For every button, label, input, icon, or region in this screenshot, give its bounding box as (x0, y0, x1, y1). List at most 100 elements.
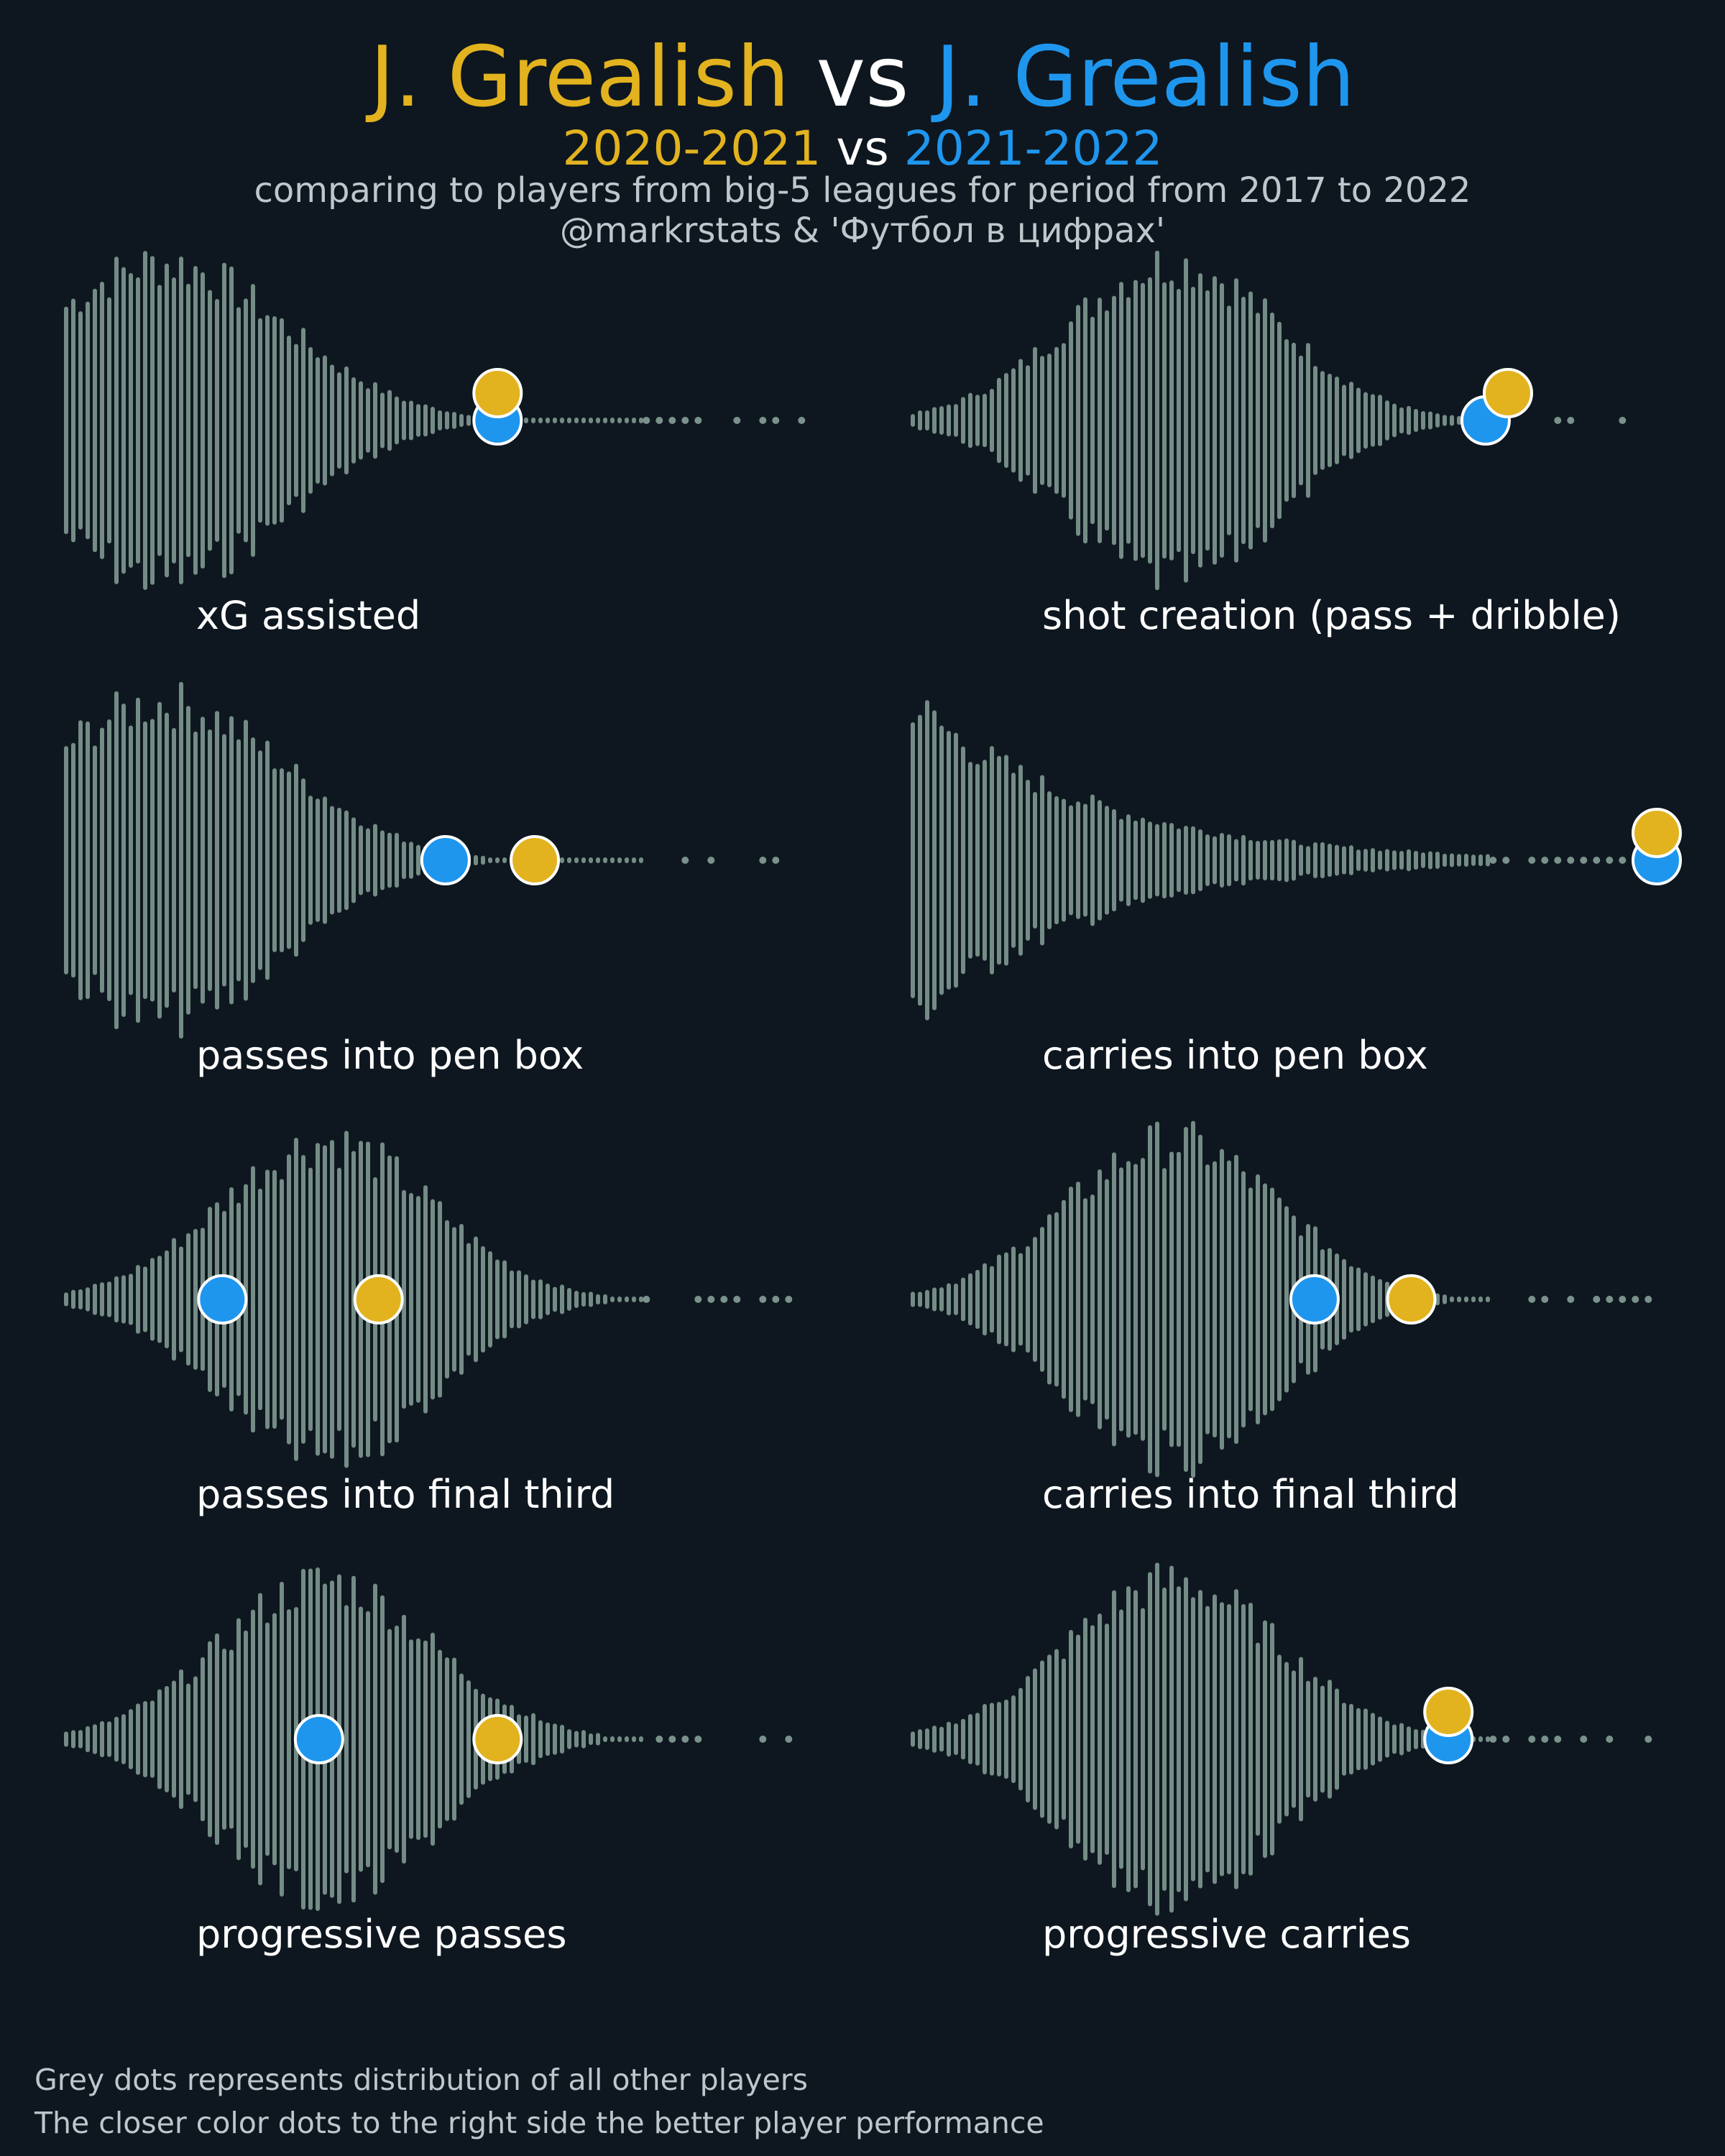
distribution-column (193, 731, 198, 990)
distribution-column (954, 1284, 958, 1315)
distribution-column (1478, 1736, 1483, 1742)
distribution-column (201, 272, 205, 569)
distribution-column (208, 729, 212, 991)
distribution-column (308, 347, 313, 494)
distribution-column (1112, 295, 1116, 545)
distribution-dot (1619, 417, 1627, 424)
distribution-column (121, 1714, 126, 1764)
distribution-column (1335, 1688, 1339, 1790)
distribution-column (1457, 415, 1461, 425)
distribution-column (625, 418, 629, 423)
distribution-column (172, 1238, 176, 1361)
distribution-column (387, 1628, 392, 1850)
distribution-column (165, 263, 169, 578)
distribution-column (1234, 278, 1238, 563)
distribution-column (71, 742, 75, 978)
panel-label: progressive passes (196, 1912, 566, 1957)
distribution-column (1069, 1630, 1073, 1848)
distribution-column (280, 1582, 284, 1897)
distribution-column (186, 1233, 190, 1366)
distribution-column (968, 762, 972, 959)
distribution-column (911, 722, 915, 999)
distribution-column (531, 1279, 535, 1319)
distribution-column (1191, 286, 1195, 555)
distribution-column (990, 389, 994, 452)
distribution-dot (1528, 1296, 1536, 1303)
distribution-column (961, 746, 965, 975)
distribution-column (925, 1289, 929, 1309)
distribution-column (229, 716, 234, 1005)
distribution-column (179, 1669, 183, 1810)
distribution-column (1184, 825, 1188, 895)
distribution-dot (1567, 1296, 1575, 1303)
distribution-column (1349, 382, 1353, 459)
distribution-column (129, 273, 133, 568)
distribution-column (1313, 366, 1317, 475)
distribution-column (373, 1583, 377, 1895)
distribution-column (567, 1288, 571, 1311)
distribution-dot (681, 1736, 689, 1743)
distribution-dot (1567, 417, 1575, 424)
distribution-column (954, 404, 958, 437)
distribution-column (78, 311, 83, 530)
distribution-dot (1528, 1736, 1536, 1743)
distribution-column (954, 732, 958, 988)
distribution-column (402, 1189, 406, 1409)
subtitle: comparing to players from big-5 leagues … (254, 170, 1471, 211)
season2-dot (1289, 1274, 1340, 1325)
distribution-column (1320, 371, 1325, 470)
distribution-column (632, 418, 636, 423)
distribution-column (402, 841, 406, 880)
distribution-column (1141, 817, 1145, 903)
distribution-column (617, 418, 622, 423)
distribution-column (1054, 1649, 1059, 1830)
distribution-column (1248, 839, 1253, 881)
distribution-column (524, 1715, 528, 1763)
distribution-column (1098, 1169, 1102, 1429)
distribution-column (1220, 1602, 1224, 1876)
distribution-column (1062, 343, 1066, 498)
distribution-dot (643, 417, 650, 424)
distribution-column (1414, 408, 1418, 433)
distribution-column (1457, 1296, 1461, 1302)
distribution-column (1392, 1724, 1397, 1754)
distribution-column (617, 857, 622, 863)
distribution-column (524, 418, 528, 423)
panel-label: progressive carries (1042, 1912, 1411, 1957)
distribution-column (1363, 849, 1368, 872)
distribution-column (114, 1276, 119, 1323)
distribution-column (373, 824, 377, 897)
distribution-column (997, 1702, 1001, 1777)
distribution-column (1191, 1597, 1195, 1881)
season2-dot (197, 1274, 248, 1325)
distribution-column (495, 1259, 500, 1340)
distribution-column (459, 1223, 464, 1376)
distribution-column (625, 1296, 629, 1302)
distribution-column (1356, 1267, 1361, 1332)
distribution-column (911, 1291, 915, 1307)
distribution-column (236, 307, 241, 534)
distribution-column (1270, 1623, 1274, 1856)
distribution-column (1328, 1680, 1332, 1799)
distribution-column (416, 1196, 420, 1403)
distribution-dot (1632, 1296, 1639, 1303)
distribution-column (632, 1736, 636, 1742)
distribution-column (1198, 829, 1202, 891)
distribution-dot (1541, 1736, 1549, 1743)
distribution-column (596, 1294, 600, 1305)
distribution-column (560, 1725, 564, 1754)
distribution-column (251, 1609, 255, 1869)
distribution-column (93, 288, 97, 553)
distribution-dot (1528, 857, 1536, 864)
distribution-column (1054, 796, 1059, 925)
distribution-column (366, 1611, 370, 1868)
distribution-column (337, 1167, 341, 1432)
distribution-column (1105, 806, 1109, 915)
distribution-column (574, 1291, 579, 1308)
distribution-column (1299, 844, 1303, 876)
distribution-column (1004, 1699, 1008, 1779)
distribution-dot (798, 417, 806, 424)
distribution-column (157, 701, 162, 1019)
distribution-column (1069, 1187, 1073, 1412)
distribution-column (466, 1243, 471, 1356)
